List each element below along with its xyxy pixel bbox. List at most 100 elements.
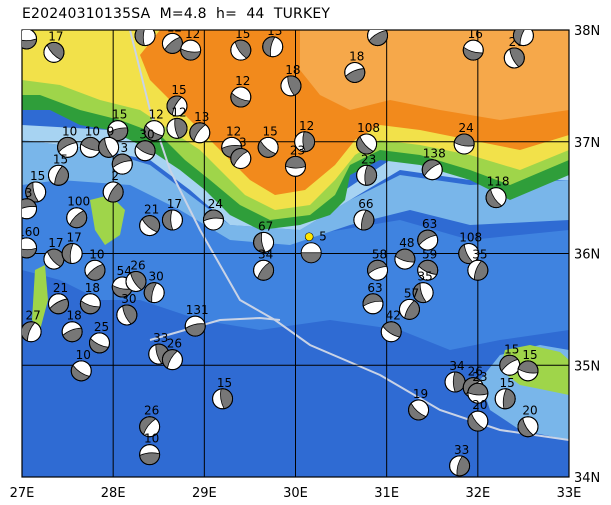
focal-mechanism[interactable]: 18 — [280, 63, 302, 97]
focal-mechanism[interactable]: 16 — [462, 27, 484, 61]
depth-label: 17 — [167, 197, 182, 211]
focal-mechanism[interactable]: 15 — [107, 108, 129, 142]
page-title: E20240310135SA M=4.8 h= 44 TURKEY — [22, 6, 331, 22]
depth-label: 25 — [94, 320, 109, 334]
focal-mechanism[interactable]: 57 — [398, 286, 420, 320]
focal-mechanism[interactable]: 63 — [362, 281, 384, 315]
focal-mechanism[interactable]: 13 — [189, 110, 211, 144]
focal-mechanism[interactable]: 12 — [294, 119, 316, 153]
focal-mechanism[interactable]: 17 — [161, 197, 183, 231]
focal-mechanism[interactable]: 58 — [367, 247, 389, 281]
focal-mechanism[interactable]: 10 — [57, 124, 79, 158]
focal-mechanism[interactable]: 24 — [453, 121, 475, 155]
focal-mechanism[interactable]: 17 — [43, 29, 65, 63]
focal-mechanism[interactable]: 17 — [61, 231, 83, 264]
focal-mechanism[interactable]: 30 — [134, 128, 156, 162]
focal-mechanism[interactable]: 12 — [166, 105, 188, 139]
lat-tick-label: 37N — [574, 136, 600, 151]
focal-mechanism[interactable]: 21 — [47, 281, 69, 315]
focal-mechanism[interactable]: 12 — [161, 20, 183, 54]
focal-mechanism[interactable]: 13 — [512, 13, 534, 47]
focal-mechanism[interactable]: 23 — [285, 143, 306, 177]
focal-mechanism[interactable]: 26 — [125, 258, 147, 292]
focal-mechanism[interactable]: 35 — [467, 247, 489, 281]
focal-mechanism[interactable]: 15 — [230, 27, 252, 61]
focal-mechanism[interactable]: 1 — [17, 16, 38, 50]
epicenter-marker[interactable] — [304, 232, 314, 242]
focal-mechanism[interactable]: 18 — [344, 49, 366, 83]
depth-label: 30 — [121, 292, 136, 306]
focal-mechanism[interactable]: 59 — [417, 247, 439, 281]
focal-mechanism[interactable]: 24 — [202, 197, 224, 231]
focal-mechanism[interactable]: 15 — [257, 124, 279, 158]
focal-mechanism[interactable]: 15 — [212, 376, 234, 410]
plate-boundary-line — [149, 316, 281, 341]
depth-label: 15 — [263, 124, 278, 138]
focal-mechanism[interactable]: 10 — [70, 348, 92, 382]
focal-mechanism[interactable]: 118 — [485, 175, 510, 209]
depth-label: 15 — [217, 376, 232, 390]
focal-mechanism[interactable]: 15 — [166, 83, 188, 117]
focal-mechanism[interactable]: 26 — [139, 404, 161, 438]
focal-mechanism[interactable]: 34 — [444, 359, 466, 393]
focal-mechanism[interactable]: 30 — [143, 270, 165, 304]
focal-mechanism[interactable]: 30 — [116, 292, 138, 326]
focal-mechanism[interactable]: 2 — [102, 169, 124, 203]
depth-label: 23 — [290, 143, 305, 157]
focal-mechanism[interactable]: 108 — [458, 231, 482, 264]
focal-mechanism[interactable]: 26 — [161, 337, 183, 371]
focal-mechanism[interactable]: 3 — [111, 141, 133, 175]
focal-mechanism[interactable]: 63 — [417, 217, 439, 251]
focal-mechanism[interactable]: 27 — [21, 309, 42, 343]
focal-mechanism[interactable]: 9 — [98, 124, 120, 158]
lon-tick-label: 27E — [10, 486, 35, 501]
focal-mechanism[interactable]: 10 — [139, 432, 161, 466]
focal-mechanism[interactable]: 25 — [88, 320, 110, 354]
depth-label: 27 — [25, 309, 40, 323]
focal-mechanism[interactable]: 12 — [230, 74, 252, 108]
focal-mechanism[interactable]: 108 — [356, 121, 380, 155]
depth-label: 3 — [239, 136, 247, 150]
focal-mechanism[interactable]: 10 — [79, 124, 101, 158]
focal-mechanism[interactable]: 15 — [47, 152, 69, 186]
focal-mechanism[interactable]: 12 — [180, 27, 202, 61]
focal-mechanism[interactable]: 23 — [356, 152, 378, 186]
focal-mechanism[interactable]: 15 — [367, 13, 389, 47]
focal-mechanism[interactable]: 10 — [84, 247, 106, 281]
focal-mechanism[interactable]: 3 — [230, 136, 252, 170]
focal-mechanism[interactable]: 23 — [467, 370, 489, 404]
focal-mechanism[interactable]: 19 — [408, 387, 430, 421]
depth-label: 12 — [149, 108, 164, 122]
focal-mechanism[interactable]: 18 — [79, 281, 101, 315]
focal-mechanism[interactable]: 66 — [353, 197, 375, 231]
focal-mechanism[interactable]: 17 — [43, 236, 65, 270]
focal-mechanism[interactable]: 20 — [517, 404, 539, 438]
focal-mechanism[interactable]: 67 — [253, 219, 275, 253]
depth-label: 26 — [167, 337, 182, 351]
focal-mechanism[interactable]: 13 — [262, 24, 284, 58]
depth-label: 13 — [518, 13, 533, 27]
focal-mechanism[interactable]: 35 — [412, 270, 434, 304]
epicenter-mechanism[interactable] — [300, 242, 322, 264]
focal-mechanism[interactable]: 160 — [17, 225, 40, 259]
focal-mechanism[interactable]: 42 — [380, 309, 402, 343]
focal-mechanism[interactable]: 20 — [467, 398, 489, 432]
focal-mechanism[interactable]: 138 — [421, 147, 446, 181]
depth-label: 17 — [48, 29, 63, 43]
focal-mechanism[interactable]: 12 — [143, 108, 165, 142]
focal-mechanism[interactable]: 48 — [394, 236, 416, 270]
focal-mechanism[interactable]: 34 — [253, 247, 275, 281]
focal-mechanism[interactable]: 15 — [494, 376, 516, 410]
focal-mechanism[interactable]: 15 — [134, 13, 156, 47]
focal-mechanism[interactable]: 15 — [25, 169, 47, 203]
focal-mechanism[interactable]: 3 — [17, 186, 38, 220]
focal-mechanism[interactable]: 131 — [184, 303, 209, 337]
focal-mechanism[interactable]: 100 — [66, 195, 90, 229]
depth-label: 58 — [372, 247, 387, 261]
focal-mechanism[interactable]: 15 — [517, 348, 539, 382]
focal-mechanism[interactable]: 15 — [499, 342, 521, 376]
focal-mechanism[interactable]: 33 — [449, 443, 471, 477]
focal-mechanism[interactable]: 18 — [61, 309, 83, 343]
focal-mechanism[interactable]: 21 — [139, 203, 161, 237]
